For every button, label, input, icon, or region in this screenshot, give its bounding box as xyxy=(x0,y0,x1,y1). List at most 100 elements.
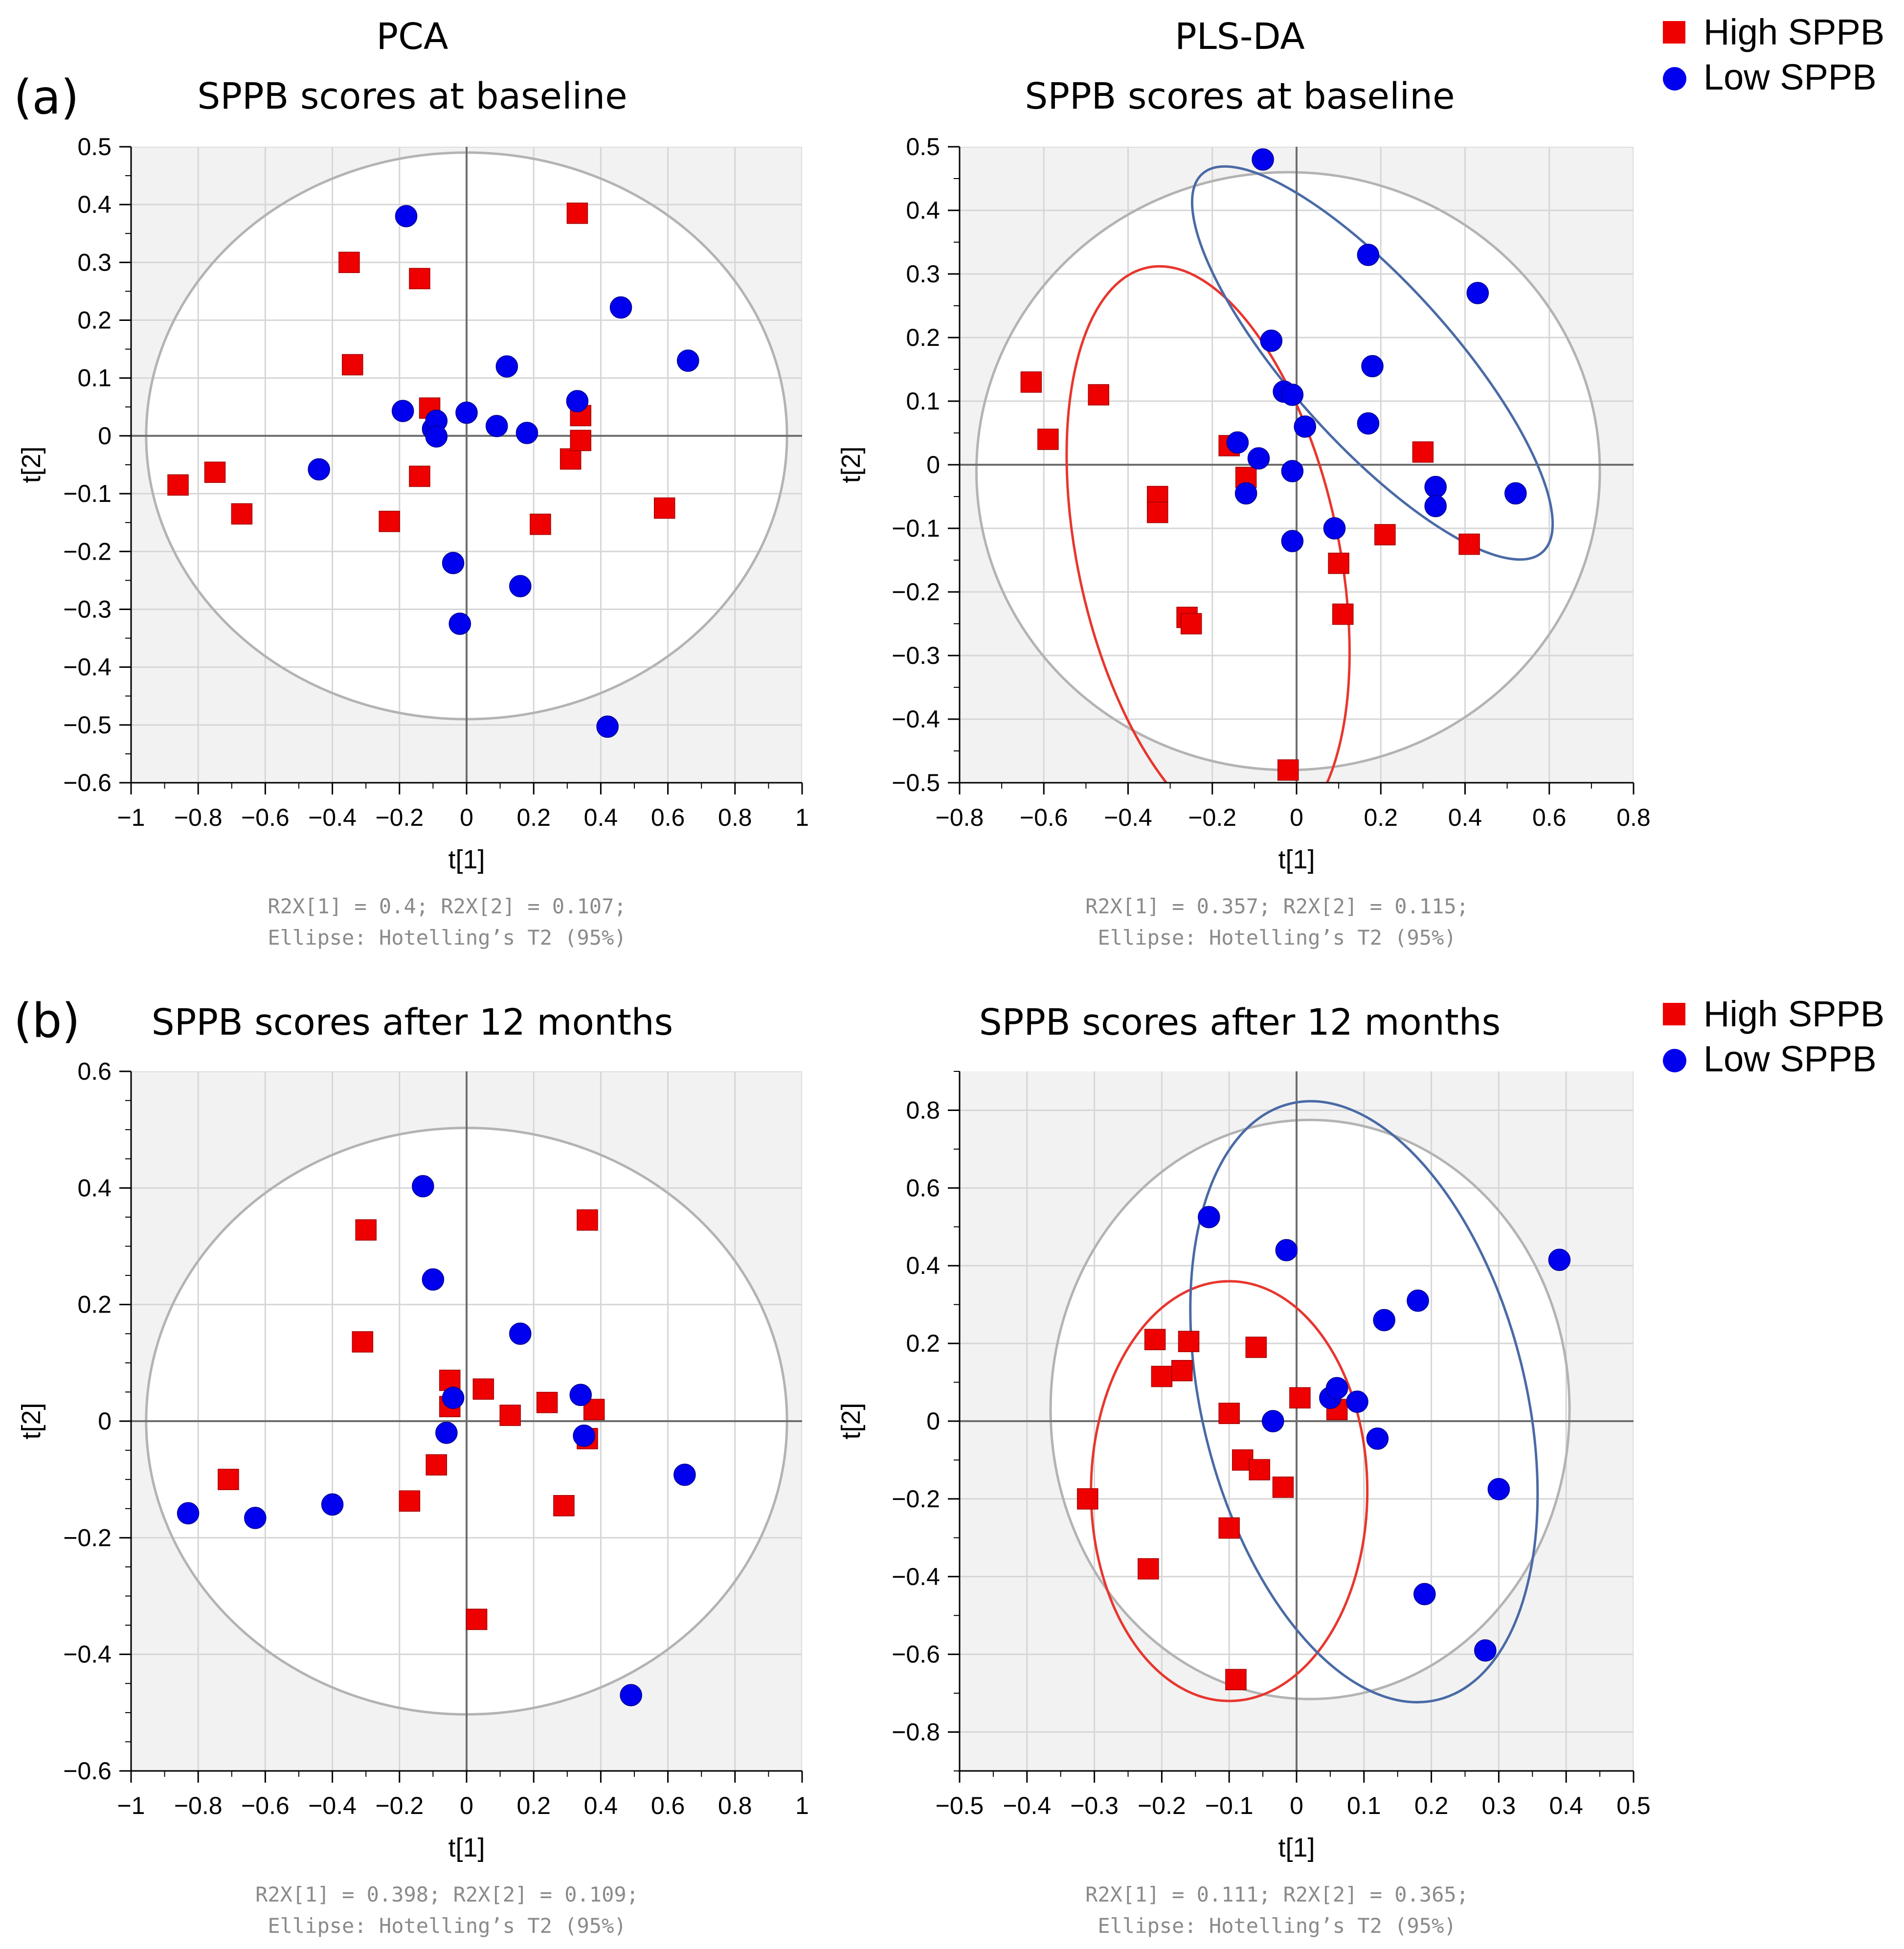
x-tick-label: 0.1 xyxy=(1347,1792,1381,1819)
high-sppb-point xyxy=(1151,1365,1173,1387)
chart-footnote: Ellipse: Hotelling’s T2 (95%) xyxy=(268,1914,626,1938)
x-tick-label: 0.6 xyxy=(1532,804,1567,831)
series-low-sppb xyxy=(308,205,699,738)
high-sppb-point xyxy=(352,1331,374,1353)
low-sppb-point xyxy=(1487,1478,1510,1500)
high-sppb-point xyxy=(218,1469,239,1490)
high-sppb-point xyxy=(399,1490,421,1512)
x-tick-label: 0.4 xyxy=(1549,1792,1583,1819)
high-sppb-point xyxy=(1225,1669,1247,1691)
low-sppb-point xyxy=(1281,460,1304,482)
high-sppb-point xyxy=(566,203,588,224)
low-sppb-point xyxy=(455,401,478,424)
panel-label-a: (a) xyxy=(14,70,79,125)
low-sppb-point xyxy=(495,355,518,378)
low-sppb-point xyxy=(1361,355,1384,378)
low-sppb-point xyxy=(1366,1428,1389,1450)
low-sppb-point xyxy=(442,552,465,574)
high-sppb-point xyxy=(1171,1360,1193,1382)
series-high-sppb xyxy=(1020,371,1480,781)
x-tick-label: 0 xyxy=(1290,1792,1303,1819)
chart-b-pca: −1 −0.8 −0.6 −0.4 −0.2 0 0.2 0.4 0.6 0.8 1 −0.6 −0.4… xyxy=(17,1001,809,1938)
y-tick-label: 0.4 xyxy=(77,191,112,218)
plot-area xyxy=(131,147,802,783)
low-sppb-point xyxy=(412,1175,434,1198)
low-sppb-point xyxy=(395,205,418,227)
y-tick-label: −0.1 xyxy=(892,515,940,542)
low-sppb-point xyxy=(1346,1390,1368,1413)
x-tick-label: 0.8 xyxy=(718,1792,752,1819)
low-sppb-point xyxy=(573,1425,595,1447)
low-sppb-point xyxy=(1234,482,1257,505)
low-sppb-point xyxy=(1252,148,1274,171)
x-tick-label: −0.8 xyxy=(174,1792,223,1819)
low-sppb-point xyxy=(1325,1377,1348,1400)
legend-bottom: High SPPB Low SPPB xyxy=(1663,994,1884,1079)
low-sppb-point xyxy=(442,1386,465,1409)
high-sppb-point xyxy=(466,1609,488,1630)
legend-low-label: Low SPPB xyxy=(1703,57,1877,97)
low-sppb-point xyxy=(177,1502,200,1525)
low-sppb-point xyxy=(308,458,330,481)
high-sppb-point xyxy=(1138,1558,1159,1580)
y-tick-label: 0.6 xyxy=(906,1174,940,1201)
y-tick-label: −0.6 xyxy=(892,1641,940,1668)
y-tick-label: −0.4 xyxy=(892,705,940,733)
x-axis-label: t[1] xyxy=(1278,1833,1315,1862)
chart-title: PLS-DA xyxy=(1175,16,1305,58)
high-sppb-point xyxy=(553,1495,575,1517)
low-sppb-point xyxy=(509,575,532,597)
y-tick-label: −0.4 xyxy=(892,1563,940,1590)
low-sppb-point xyxy=(321,1493,344,1516)
y-tick-label: 0 xyxy=(926,1407,940,1435)
plots: −1 −0.8 −0.6 −0.4 −0.2 0 0.2 0.4 0.6 0.8 1−0.6−0.5… xyxy=(17,16,1651,1938)
low-sppb-point xyxy=(1474,1639,1497,1662)
x-tick-label: 0.2 xyxy=(1414,1792,1449,1819)
high-sppb-point xyxy=(338,251,360,273)
high-sppb-point xyxy=(653,497,675,519)
low-sppb-point xyxy=(509,1322,532,1345)
panel-label-b: (b) xyxy=(14,994,80,1048)
legend-top: High SPPB Low SPPB xyxy=(1663,12,1884,97)
plot-area xyxy=(131,1071,802,1771)
y-tick-label: 0.2 xyxy=(77,1291,112,1318)
low-sppb-point xyxy=(1323,517,1346,540)
low-sppb-point xyxy=(1504,482,1527,505)
chart-b-plsda: −0.5 −0.4 −0.3 −0.2 −0.1 0 0.1 0.2 0.3 0.4 0.5 −0.8… xyxy=(836,1001,1651,1938)
high-sppb-point xyxy=(577,1209,598,1231)
series-low-sppb xyxy=(177,1175,696,1706)
high-sppb-point xyxy=(1218,1517,1240,1539)
x-tick-label: 0.5 xyxy=(1616,1792,1651,1819)
legend-high-label: High SPPB xyxy=(1703,12,1884,52)
x-tick-label: 0.6 xyxy=(651,804,685,831)
low-sppb-point xyxy=(1281,384,1304,406)
y-tick-label: 0 xyxy=(98,1407,112,1435)
high-sppb-point xyxy=(560,448,582,470)
chart-footnote: R2X[1] = 0.357; R2X[2] = 0.115; xyxy=(1085,894,1469,918)
legend-low-marker xyxy=(1663,67,1686,91)
low-sppb-point xyxy=(1407,1289,1429,1312)
chart-footnote: Ellipse: Hotelling’s T2 (95%) xyxy=(1098,1914,1456,1938)
x-tick-label: −0.2 xyxy=(375,1792,424,1819)
x-tick-label: 0.4 xyxy=(1448,804,1482,831)
high-sppb-point xyxy=(536,1392,558,1413)
y-tick-label: 0.4 xyxy=(906,197,940,224)
x-tick-label: 0.8 xyxy=(718,804,752,831)
x-tick-label: 0.3 xyxy=(1482,1792,1516,1819)
x-tick-label: −0.5 xyxy=(936,1792,984,1819)
high-sppb-point xyxy=(426,1454,448,1476)
high-sppb-point xyxy=(1037,429,1059,450)
high-sppb-point xyxy=(409,268,430,290)
y-tick-label: 0.2 xyxy=(906,1330,940,1357)
high-sppb-point xyxy=(1245,1337,1267,1358)
y-tick-label: −0.6 xyxy=(63,1757,112,1785)
low-sppb-point xyxy=(485,415,508,437)
low-sppb-point xyxy=(515,422,538,444)
high-sppb-point xyxy=(204,461,226,483)
high-sppb-point xyxy=(1020,371,1042,393)
chart-title: SPPB scores after 12 months xyxy=(979,1001,1501,1043)
x-tick-label: 0.6 xyxy=(651,1792,685,1819)
high-sppb-point xyxy=(231,503,253,525)
y-tick-label: −0.1 xyxy=(63,480,112,507)
